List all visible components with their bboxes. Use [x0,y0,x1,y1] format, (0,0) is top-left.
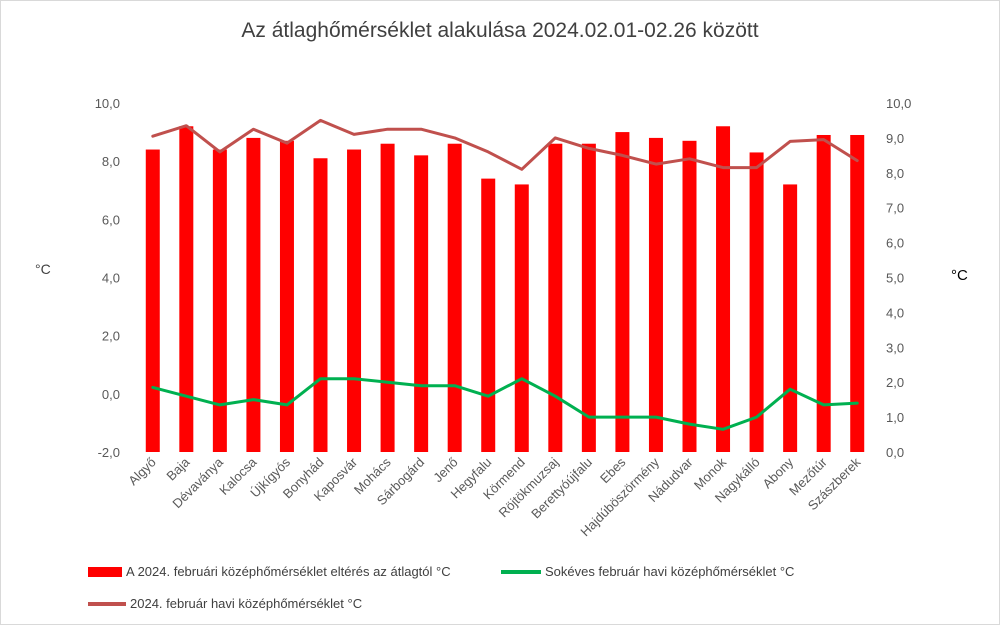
chart-plot: -2,0 0,0 2,0 4,0 6,0 8,0 10,0 0,0 1,0 2,0 3,0 4,0 5,… [95,96,912,539]
bar [749,152,764,453]
y-left-tick-label: 2,0 [102,329,120,344]
legend-swatch-longterm [501,569,541,574]
bar [648,137,663,452]
y-left-tick-label: 8,0 [102,154,120,169]
bar [145,149,160,453]
bar [548,143,563,452]
legend-label-longterm: Sokéves február havi középhőmérséklet °C [545,564,795,579]
y-right-tick-label: 4,0 [886,305,904,320]
legend-item-2024-series: 2024. február havi középhőmérséklet °C [88,596,362,611]
y-right-tick-label: 10,0 [886,96,911,111]
bar [447,143,462,452]
y-right-tick-label: 2,0 [886,375,904,390]
bar [414,155,429,452]
y-right-tick-label: 7,0 [886,201,904,216]
bar [347,149,362,453]
y-left-tick-label: 4,0 [102,271,120,286]
bar [615,132,630,453]
y-right-tick-label: 5,0 [886,271,904,286]
y-left-tick-label: 6,0 [102,212,120,227]
y-axis-right-label: °C [951,267,968,284]
legend-swatch-2024 [88,601,126,606]
bar [816,134,831,452]
series-line-2024 [151,118,859,171]
legend-item-bar-series: A 2024. februári középhőmérséklet eltéré… [88,564,451,579]
bar [246,137,261,452]
bar [481,178,496,452]
bar [682,140,697,452]
bar [179,126,194,453]
x-tick-label: Baja [163,454,193,484]
chart-title: Az átlaghőmérséklet alakulása 2024.02.01… [241,19,759,42]
bar [212,149,227,453]
bar [850,134,865,452]
bar [716,126,731,453]
y-right-tick-label: 8,0 [886,166,904,181]
legend-label-2024: 2024. február havi középhőmérséklet °C [130,596,363,611]
x-tick-label: Jenő [430,455,461,486]
series-line-longterm [151,377,859,431]
y-left-tick-label: 0,0 [102,387,120,402]
y-left-tick-label: -2,0 [98,445,120,460]
y-right-tick-label: 6,0 [886,236,904,251]
y-right-tick-label: 3,0 [886,340,904,355]
y-axis-left-label: °C [35,261,51,277]
y-left-tick-label: 10,0 [95,96,120,111]
legend-label-bar: A 2024. februári középhőmérséklet eltéré… [126,564,451,579]
y-right-tick-label: 9,0 [886,131,904,146]
bar [783,184,798,452]
y-right-tick-label: 0,0 [886,445,904,460]
x-tick-label: Algyő [125,455,159,489]
y-right-tick-label: 1,0 [886,410,904,425]
bar [279,140,294,452]
legend-item-longterm-series: Sokéves február havi középhőmérséklet °C [501,564,794,579]
bar [313,158,328,452]
bar [581,143,596,452]
bar [514,184,529,452]
bar [380,143,395,452]
legend-swatch-bar [88,566,122,577]
